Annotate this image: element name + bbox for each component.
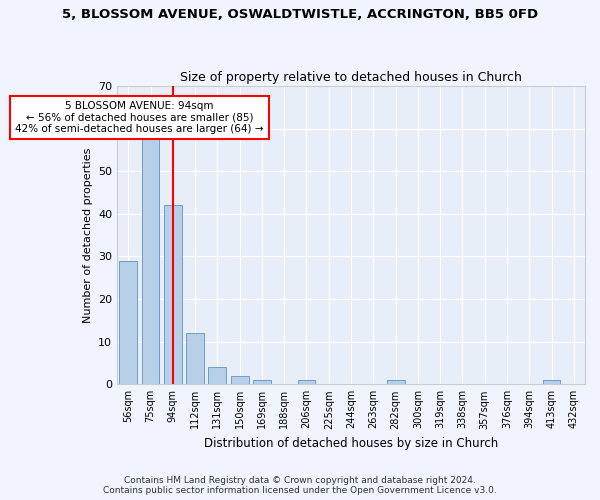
Bar: [298, 380, 316, 384]
Y-axis label: Number of detached properties: Number of detached properties: [83, 148, 92, 323]
Bar: [119, 260, 137, 384]
Bar: [164, 206, 182, 384]
Bar: [231, 376, 248, 384]
Bar: [253, 380, 271, 384]
Bar: [542, 380, 560, 384]
Text: 5, BLOSSOM AVENUE, OSWALDTWISTLE, ACCRINGTON, BB5 0FD: 5, BLOSSOM AVENUE, OSWALDTWISTLE, ACCRIN…: [62, 8, 538, 20]
Text: 5 BLOSSOM AVENUE: 94sqm
← 56% of detached houses are smaller (85)
42% of semi-de: 5 BLOSSOM AVENUE: 94sqm ← 56% of detache…: [15, 101, 263, 134]
Bar: [387, 380, 404, 384]
Bar: [186, 333, 204, 384]
Text: Contains HM Land Registry data © Crown copyright and database right 2024.
Contai: Contains HM Land Registry data © Crown c…: [103, 476, 497, 495]
Bar: [208, 368, 226, 384]
Bar: [142, 133, 160, 384]
Title: Size of property relative to detached houses in Church: Size of property relative to detached ho…: [180, 70, 522, 84]
X-axis label: Distribution of detached houses by size in Church: Distribution of detached houses by size …: [204, 437, 498, 450]
